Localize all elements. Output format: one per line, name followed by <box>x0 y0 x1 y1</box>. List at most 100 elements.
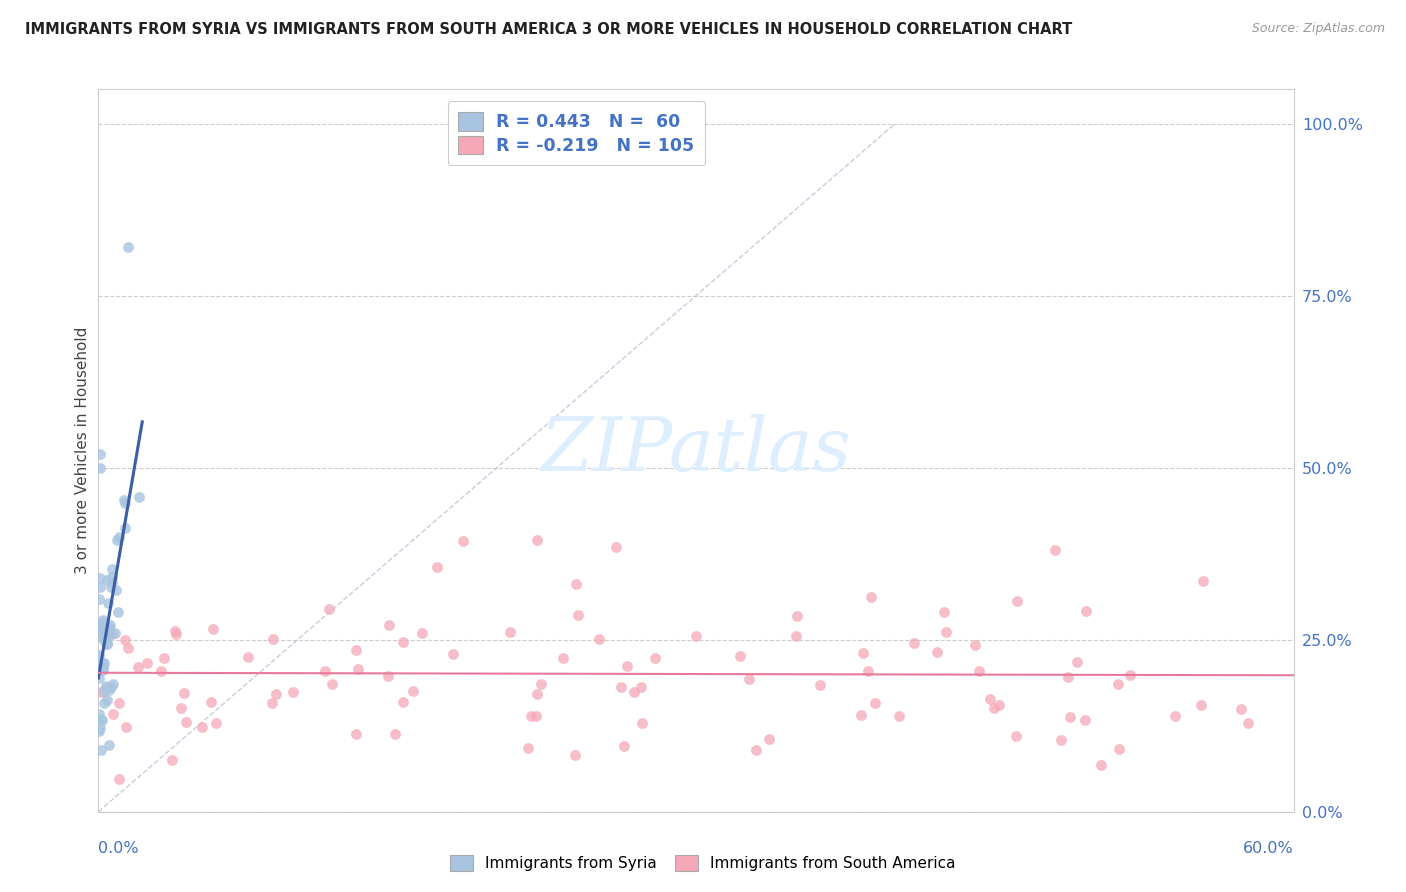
Point <box>94 629 117 643</box>
Point <box>173 686 195 700</box>
Point <box>630 680 652 694</box>
Point <box>392 635 415 649</box>
Point <box>1164 709 1187 723</box>
Text: IMMIGRANTS FROM SYRIA VS IMMIGRANTS FROM SOUTH AMERICA 3 OR MORE VEHICLES IN HOU: IMMIGRANTS FROM SYRIA VS IMMIGRANTS FROM… <box>25 22 1073 37</box>
Point <box>100 574 122 589</box>
Point <box>104 625 127 640</box>
Point <box>526 687 548 701</box>
Point <box>344 726 367 740</box>
Point <box>94 637 117 651</box>
Point <box>93 663 115 677</box>
Point <box>935 625 957 640</box>
Point <box>983 701 1005 715</box>
Point <box>96 693 118 707</box>
Point <box>89 624 111 639</box>
Point <box>1066 656 1088 670</box>
Point <box>644 650 666 665</box>
Point <box>738 672 761 686</box>
Point <box>107 605 129 619</box>
Point <box>1090 758 1112 772</box>
Point <box>520 709 543 723</box>
Point <box>685 629 707 643</box>
Point <box>1005 729 1028 743</box>
Point <box>889 709 911 723</box>
Point <box>117 640 139 655</box>
Point <box>202 622 225 636</box>
Point <box>745 743 768 757</box>
Point <box>623 685 645 699</box>
Point <box>96 637 118 651</box>
Point <box>859 590 882 604</box>
Point <box>564 748 586 763</box>
Point <box>89 723 111 738</box>
Point <box>588 632 610 646</box>
Point <box>610 680 633 694</box>
Point <box>114 632 136 647</box>
Point <box>377 669 399 683</box>
Point <box>96 636 118 650</box>
Point <box>1191 574 1213 588</box>
Point <box>94 681 117 695</box>
Point <box>87 648 110 663</box>
Point <box>1005 593 1028 607</box>
Point <box>93 632 115 647</box>
Point <box>90 713 112 727</box>
Point <box>965 638 987 652</box>
Point <box>93 615 115 630</box>
Point <box>1230 701 1253 715</box>
Point <box>98 618 121 632</box>
Point <box>174 715 197 730</box>
Point <box>89 722 111 736</box>
Point <box>616 659 638 673</box>
Point <box>149 665 172 679</box>
Point <box>97 738 120 752</box>
Point <box>191 720 214 734</box>
Point <box>91 620 114 634</box>
Point <box>97 682 120 697</box>
Point <box>87 619 110 633</box>
Point <box>97 621 120 635</box>
Point <box>98 624 121 639</box>
Point <box>89 591 111 606</box>
Point <box>630 715 652 730</box>
Point <box>384 727 406 741</box>
Point <box>169 701 191 715</box>
Point <box>1119 668 1142 682</box>
Point <box>117 240 139 254</box>
Point <box>105 533 128 547</box>
Point <box>1107 677 1129 691</box>
Point <box>932 605 955 619</box>
Point <box>128 491 150 505</box>
Point <box>903 636 925 650</box>
Point <box>93 626 115 640</box>
Point <box>93 657 115 671</box>
Point <box>1059 710 1081 724</box>
Point <box>91 656 114 670</box>
Point <box>347 662 370 676</box>
Point <box>808 678 831 692</box>
Point <box>426 560 449 574</box>
Point <box>551 651 574 665</box>
Point <box>262 697 284 711</box>
Point <box>100 580 122 594</box>
Point <box>94 679 117 693</box>
Point <box>1108 742 1130 756</box>
Point <box>1073 713 1095 727</box>
Point <box>391 695 413 709</box>
Point <box>127 660 149 674</box>
Point <box>90 743 112 757</box>
Point <box>114 720 136 734</box>
Point <box>108 530 131 544</box>
Text: ZIPatlas: ZIPatlas <box>540 414 852 487</box>
Point <box>1049 733 1071 747</box>
Y-axis label: 3 or more Vehicles in Household: 3 or more Vehicles in Household <box>75 326 90 574</box>
Point <box>91 660 114 674</box>
Point <box>262 632 284 646</box>
Point <box>451 534 474 549</box>
Point <box>517 741 540 756</box>
Point <box>87 707 110 722</box>
Point <box>100 680 122 694</box>
Point <box>786 608 808 623</box>
Point <box>89 713 111 727</box>
Point <box>979 692 1001 706</box>
